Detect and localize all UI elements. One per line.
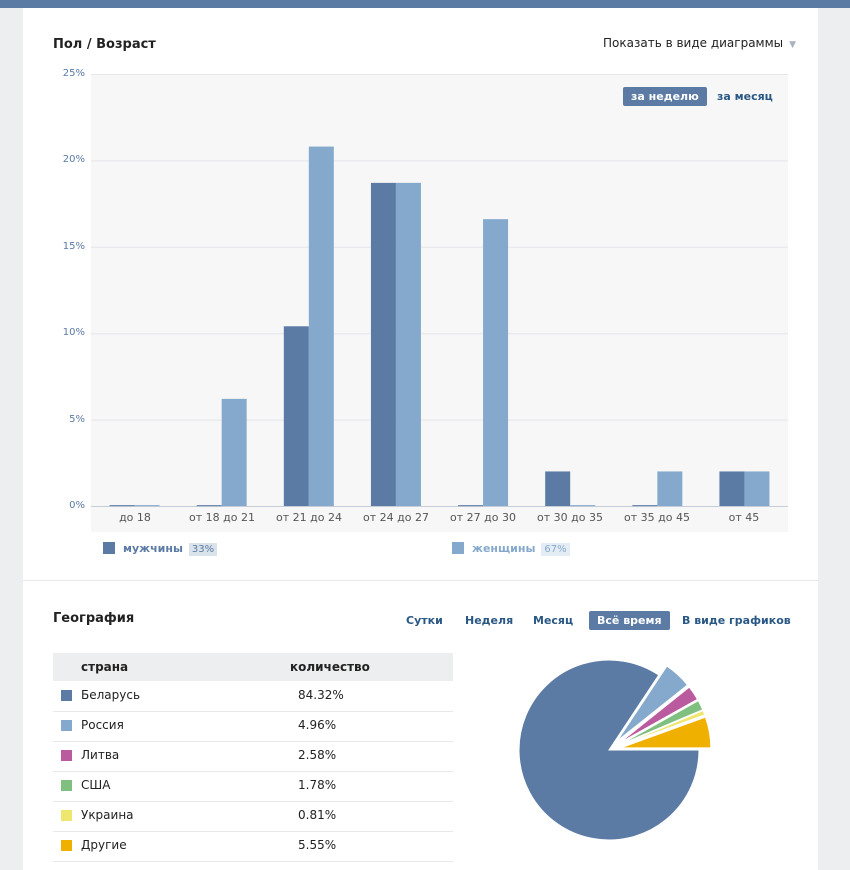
legend-swatch <box>103 542 115 554</box>
pie-slice <box>619 699 704 746</box>
bar-women <box>395 182 421 506</box>
bar-men <box>545 471 571 506</box>
column-header-country: страна <box>81 660 129 674</box>
period-week-button[interactable]: за неделю <box>623 87 707 106</box>
x-tick-label: от 30 до 35 <box>537 511 603 524</box>
y-tick-label: 15% <box>62 241 85 252</box>
bar-men <box>109 505 135 507</box>
color-swatch <box>61 750 72 761</box>
country-value: 0.81% <box>298 808 337 822</box>
tab-month[interactable]: Месяц <box>533 614 574 627</box>
bar-men <box>196 505 222 507</box>
pie-slice <box>619 709 706 747</box>
bar-women <box>221 398 247 506</box>
bar-chart <box>91 74 788 507</box>
x-tick-label: от 35 до 45 <box>624 511 690 524</box>
color-swatch <box>61 690 72 701</box>
age-section-title: Пол / Возраст <box>53 37 156 52</box>
legend-women[interactable]: женщины 67% <box>452 542 570 556</box>
y-tick-label: 0% <box>69 500 85 511</box>
country-value: 84.32% <box>298 688 344 702</box>
tab-day[interactable]: Сутки <box>406 614 443 627</box>
bar-women <box>657 471 683 506</box>
column-header-count: количество <box>290 660 370 674</box>
tab-week[interactable]: Неделя <box>465 614 514 627</box>
country-name: Россия <box>81 718 124 732</box>
legend-label: женщины <box>472 542 536 555</box>
bar-women <box>308 146 334 506</box>
bar-men <box>370 182 396 506</box>
bar-women <box>483 219 509 507</box>
country-name: Беларусь <box>81 688 141 702</box>
y-tick-label: 5% <box>69 414 85 425</box>
country-name: Украина <box>81 808 134 822</box>
right-gutter <box>818 8 850 870</box>
x-tick-label: до 18 <box>119 511 151 524</box>
x-tick-label: от 24 до 27 <box>363 511 429 524</box>
chart-plot-area <box>91 74 788 532</box>
color-swatch <box>61 720 72 731</box>
bar-women <box>134 505 160 507</box>
legend-percent: 67% <box>541 543 570 556</box>
x-tick-label: от 27 до 30 <box>450 511 516 524</box>
bar-men <box>632 505 658 507</box>
legend-swatch <box>452 542 464 554</box>
bar-men <box>719 471 745 506</box>
color-swatch <box>61 840 72 851</box>
period-month-button[interactable]: за месяц <box>717 90 773 103</box>
table-row: Беларусь 84.32% <box>53 681 453 712</box>
bar-women <box>744 471 770 506</box>
legend-men[interactable]: мужчины 33% <box>103 542 218 556</box>
y-tick-label: 25% <box>62 68 85 79</box>
table-row: Другие 5.55% <box>53 831 453 862</box>
geo-section-title: География <box>53 611 135 626</box>
bar-men <box>458 505 484 507</box>
country-name: Литва <box>81 748 120 762</box>
graph-view-link[interactable]: В виде графиков <box>682 614 791 627</box>
y-tick-label: 10% <box>62 327 85 338</box>
top-bar <box>0 0 850 8</box>
country-name: США <box>81 778 111 792</box>
section-divider <box>23 580 818 581</box>
y-tick-label: 20% <box>62 154 85 165</box>
geo-table-header: страна количество <box>53 653 453 681</box>
geo-pie-chart <box>518 659 712 841</box>
table-row: Литва 2.58% <box>53 741 453 772</box>
country-name: Другие <box>81 838 127 852</box>
color-swatch <box>61 810 72 821</box>
pie-slice <box>618 686 699 744</box>
pie-slice <box>518 659 700 841</box>
table-row: Украина 0.81% <box>53 801 453 832</box>
color-swatch <box>61 780 72 791</box>
table-row: Россия 4.96% <box>53 711 453 742</box>
bar-women <box>570 505 596 507</box>
pie-slice <box>620 716 712 749</box>
country-value: 1.78% <box>298 778 337 792</box>
tab-all-time[interactable]: Всё время <box>589 611 670 630</box>
legend-percent: 33% <box>188 543 218 556</box>
view-toggle-dropdown[interactable]: Показать в виде диаграммы ▼ <box>603 36 796 50</box>
view-toggle-label: Показать в виде диаграммы <box>603 36 784 50</box>
table-row: США 1.78% <box>53 771 453 802</box>
country-value: 4.96% <box>298 718 337 732</box>
country-value: 2.58% <box>298 748 337 762</box>
legend-label: мужчины <box>123 542 183 555</box>
x-tick-label: от 18 до 21 <box>189 511 255 524</box>
x-tick-label: от 45 <box>728 511 760 524</box>
x-tick-label: от 21 до 24 <box>276 511 342 524</box>
bar-men <box>283 326 309 506</box>
country-value: 5.55% <box>298 838 337 852</box>
pie-slice <box>616 665 689 742</box>
chevron-down-icon: ▼ <box>789 40 797 50</box>
